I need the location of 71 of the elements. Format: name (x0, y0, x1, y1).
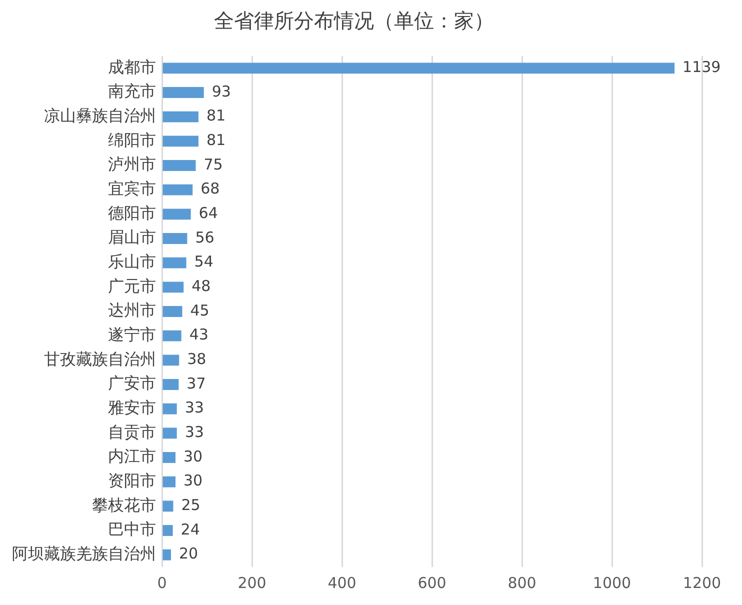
x-tick-label: 400 (328, 574, 356, 592)
bar (162, 111, 198, 122)
x-tick-label: 0 (157, 574, 167, 592)
data-label: 81 (206, 106, 226, 125)
data-label: 45 (190, 301, 210, 320)
y-tick-label: 达州市 (108, 302, 156, 320)
bar (162, 62, 675, 74)
data-label: 30 (184, 447, 203, 466)
y-tick-label: 雅安市 (108, 399, 156, 418)
bar (162, 330, 182, 342)
y-tick-label: 德阳市 (108, 204, 156, 222)
data-label: 81 (206, 131, 226, 150)
y-tick-label: 巴中市 (108, 520, 156, 539)
bar (162, 354, 180, 366)
x-tick-label: 1200 (682, 574, 722, 592)
bar (162, 452, 176, 463)
bar (162, 403, 177, 414)
bar (162, 525, 173, 536)
y-tick-label: 泸州市 (108, 156, 156, 174)
bar (162, 282, 184, 293)
data-label: 20 (179, 544, 198, 563)
y-tick-label: 遂宁市 (108, 326, 156, 344)
y-tick-label: 广元市 (108, 277, 156, 296)
y-tick-label: 阿坝藏族羌族自治州 (12, 545, 156, 564)
x-tick-label: 800 (508, 574, 536, 592)
y-tick-label: 乐山市 (108, 253, 156, 272)
y-tick-label: 眉山市 (108, 228, 156, 247)
y-tick-label: 攀枝花市 (92, 496, 156, 514)
bar (162, 87, 204, 98)
data-label: 56 (195, 228, 214, 246)
data-label: 24 (180, 520, 200, 538)
data-label: 25 (181, 496, 200, 514)
data-label: 48 (192, 277, 211, 296)
chart-title: 全省律所分布情况（单位：家） (214, 10, 494, 32)
y-tick-label: 广安市 (108, 374, 156, 393)
data-label: 30 (184, 472, 203, 490)
data-label: 33 (184, 398, 204, 417)
data-label: 33 (184, 423, 204, 442)
x-tick-label: 600 (418, 574, 446, 592)
y-tick-label: 凉山彝族自治州 (44, 107, 156, 126)
data-label: 54 (194, 252, 214, 271)
bar (162, 257, 186, 268)
data-label: 37 (186, 374, 206, 392)
y-tick-label: 成都市 (108, 58, 156, 76)
x-tick-label: 1000 (592, 574, 632, 592)
y-tick-label: 资阳市 (108, 472, 156, 490)
data-label: 75 (204, 155, 223, 174)
y-tick-label: 绵阳市 (108, 131, 156, 150)
data-label: 93 (212, 82, 231, 100)
data-label: 43 (189, 326, 208, 344)
data-label: 38 (187, 350, 206, 368)
bar (162, 549, 171, 560)
bar (162, 379, 179, 390)
bar (162, 136, 198, 147)
bar (162, 428, 177, 439)
y-tick-label: 宜宾市 (108, 180, 156, 198)
y-tick-label: 南充市 (108, 82, 156, 101)
y-tick-label: 甘孜藏族自治州 (44, 350, 156, 368)
bar (162, 184, 193, 196)
bar (162, 208, 191, 220)
y-tick-label: 自贡市 (108, 423, 156, 442)
y-tick-label: 内江市 (108, 448, 156, 466)
x-tick-label: 200 (238, 574, 266, 592)
bar (162, 160, 196, 171)
bar (162, 233, 188, 244)
data-label: 1139 (682, 58, 721, 76)
bar (162, 306, 182, 317)
data-label: 68 (200, 180, 220, 198)
bar (162, 500, 174, 512)
bar (162, 476, 176, 488)
data-label: 64 (198, 204, 218, 222)
